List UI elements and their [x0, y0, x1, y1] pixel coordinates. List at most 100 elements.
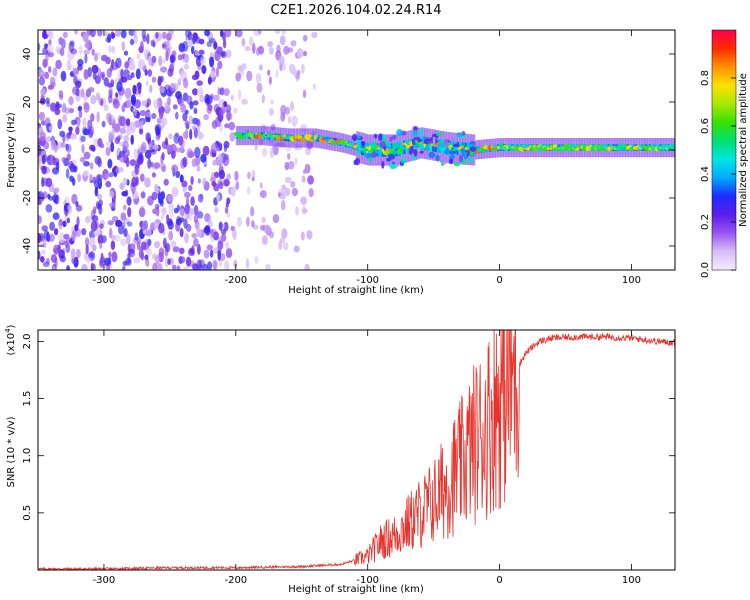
- heatmap-cell: [436, 132, 443, 137]
- heatmap-cell: [179, 174, 184, 183]
- colorbar-label: Normalized spectral amplitude: [738, 73, 749, 227]
- heatmap-cell: [57, 119, 63, 130]
- heatmap-cell: [301, 175, 306, 183]
- heatmap-cell: [147, 69, 153, 77]
- heatmap-cell: [147, 228, 152, 237]
- heatmap-cell: [295, 206, 299, 216]
- heatmap-cell: [251, 169, 256, 179]
- heatmap-cell: [205, 95, 213, 105]
- heatmap-cell: [115, 30, 121, 37]
- heatmap-cell: [184, 120, 190, 127]
- heatmap-cell: [145, 248, 152, 256]
- heatmap-cell: [40, 192, 45, 202]
- heatmap-cell: [59, 47, 65, 57]
- heatmap-cell: [155, 31, 159, 39]
- heatmap-cell: [221, 51, 226, 57]
- heatmap-cell: [42, 47, 48, 55]
- heatmap-cell: [175, 91, 182, 100]
- heatmap-cell: [193, 127, 198, 139]
- y-tick-label: 40: [22, 48, 33, 61]
- heatmap-cell: [295, 73, 300, 80]
- heatmap-cell: [38, 42, 41, 52]
- heatmap-cell: [38, 250, 41, 260]
- heatmap-cell: [304, 263, 310, 270]
- heatmap-cell: [106, 112, 112, 123]
- heatmap-cell: [212, 231, 220, 241]
- heatmap-cell: [168, 133, 173, 140]
- colorbar-tick-label: 0.2: [700, 214, 711, 230]
- heatmap-cell: [234, 170, 239, 181]
- heatmap-cell: [183, 64, 190, 70]
- heatmap-cell: [190, 196, 195, 207]
- heatmap-cell: [161, 207, 167, 215]
- heatmap-cell: [48, 31, 54, 40]
- heatmap-cell: [409, 145, 414, 154]
- heatmap-cell: [236, 216, 242, 227]
- heatmap-cell: [105, 180, 112, 188]
- heatmap-cell: [54, 257, 58, 268]
- heatmap-cell: [449, 150, 456, 155]
- heatmap-cell: [94, 53, 98, 62]
- heatmap-cell: [235, 72, 241, 82]
- heatmap-cell: [432, 136, 436, 145]
- heatmap-cell: [359, 144, 363, 147]
- heatmap-cell: [192, 125, 196, 131]
- heatmap-cell: [126, 98, 132, 108]
- heatmap-cell: [90, 220, 98, 232]
- heatmap-cell: [100, 71, 106, 79]
- heatmap-cell: [126, 196, 132, 206]
- heatmap-cell: [276, 44, 281, 54]
- heatmap-cell: [244, 45, 251, 52]
- heatmap-cell: [73, 165, 78, 173]
- heatmap-cell: [365, 153, 371, 159]
- heatmap-cell: [79, 156, 86, 163]
- x-tick-label: 0: [496, 275, 502, 286]
- heatmap-cell: [117, 115, 123, 126]
- heatmap-cell: [50, 102, 57, 112]
- y-tick-label: 2.0: [22, 333, 33, 349]
- heatmap-cell: [91, 64, 99, 74]
- heatmap-cell: [275, 69, 279, 78]
- heatmap-cell: [77, 105, 83, 112]
- heatmap-cell: [115, 219, 123, 227]
- heatmap-cell: [225, 49, 232, 59]
- heatmap-cell: [269, 148, 274, 159]
- heatmap-cell: [122, 153, 126, 163]
- heatmap-cell: [284, 176, 292, 184]
- heatmap-cell: [84, 42, 90, 49]
- heatmap-cell: [94, 75, 101, 85]
- heatmap-cell: [74, 30, 78, 35]
- heatmap-cell: [194, 146, 201, 158]
- heatmap-cell: [402, 146, 407, 150]
- heatmap-cell: [216, 193, 220, 203]
- heatmap-cell: [147, 158, 152, 169]
- heatmap-cell: [144, 149, 152, 159]
- y-tick-label: 0: [22, 147, 33, 153]
- heatmap-cell: [449, 157, 454, 165]
- heatmap-cell: [199, 94, 205, 103]
- heatmap-cell: [151, 76, 156, 83]
- heatmap-cell: [75, 80, 82, 89]
- heatmap-cell: [373, 143, 376, 157]
- heatmap-cell: [307, 175, 314, 185]
- heatmap-cell: [38, 69, 44, 75]
- heatmap-cell: [180, 103, 187, 113]
- heatmap-cell: [225, 241, 230, 250]
- heatmap-cell: [267, 41, 273, 48]
- heatmap-cell: [278, 55, 285, 66]
- heatmap-cell: [396, 129, 403, 137]
- colorbar-tick-label: 0.4: [700, 166, 711, 182]
- heatmap-cell: [119, 127, 126, 135]
- heatmap-cell: [179, 228, 184, 238]
- heatmap-cell: [396, 159, 400, 167]
- heatmap-cell: [202, 177, 207, 186]
- heatmap-cell: [196, 80, 203, 86]
- heatmap-cell: [40, 255, 45, 263]
- heatmap-cell: [100, 252, 104, 262]
- heatmap-cell: [68, 126, 73, 132]
- heatmap-cell: [172, 104, 178, 110]
- heatmap-cell: [97, 95, 102, 104]
- x-tick-label: -200: [224, 275, 247, 286]
- heatmap-cell: [64, 206, 69, 217]
